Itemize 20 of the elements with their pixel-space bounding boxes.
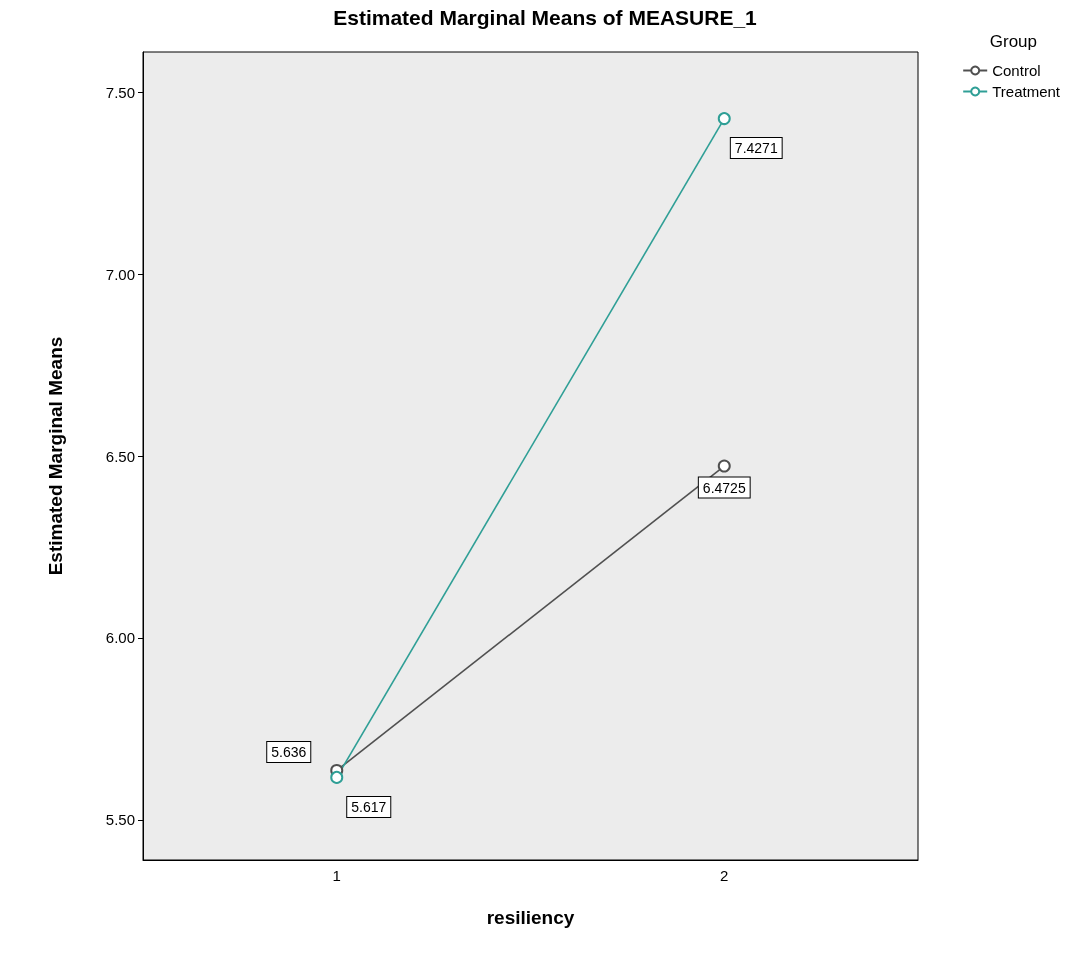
data-label: 5.617 — [351, 798, 387, 815]
point — [717, 112, 731, 126]
y-tick-label: 6.00 — [105, 629, 135, 647]
y-tick-label: 5.50 — [105, 811, 135, 829]
y-axis-title: Estimated Marginal Means — [45, 336, 66, 576]
data-label: 6.4725 — [702, 479, 746, 496]
legend-title: Group — [989, 32, 1037, 51]
x-axis-title: resiliency — [486, 907, 575, 928]
chart-title: Estimated Marginal Means of MEASURE_1 — [333, 6, 758, 29]
y-tick-label: 7.00 — [105, 265, 135, 283]
y-tick-label: 6.50 — [105, 447, 135, 465]
point — [330, 770, 344, 784]
y-tick-label: 7.50 — [105, 83, 135, 101]
x-tick-label: 2 — [720, 867, 729, 884]
legend-label: Treatment — [992, 83, 1061, 100]
data-label: 7.4271 — [734, 140, 778, 157]
point — [717, 459, 731, 473]
data-label: 5.636 — [271, 743, 307, 760]
legend-label: Control — [992, 62, 1041, 79]
x-tick-label: 1 — [332, 867, 341, 884]
